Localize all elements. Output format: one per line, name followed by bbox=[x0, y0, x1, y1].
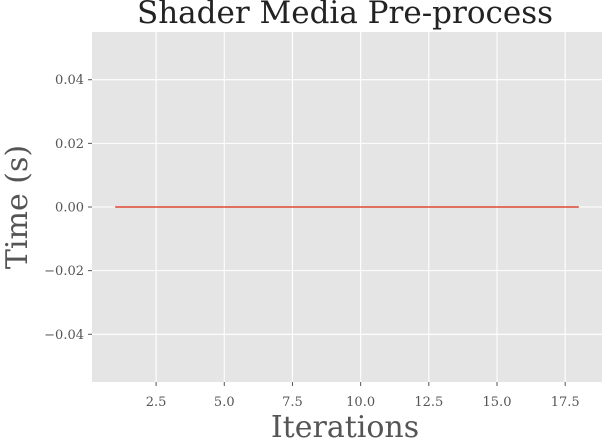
x-tick-label: 10.0 bbox=[346, 395, 375, 410]
y-tick-label: 0.00 bbox=[55, 201, 84, 216]
x-tick-label: 7.5 bbox=[282, 395, 303, 410]
y-tick-label: 0.02 bbox=[55, 137, 84, 152]
y-tick-label: −0.02 bbox=[44, 264, 84, 279]
x-tick-label: 15.0 bbox=[483, 395, 512, 410]
x-tick-label: 17.5 bbox=[551, 395, 580, 410]
y-tick-label: −0.04 bbox=[44, 328, 84, 343]
y-axis-label: Time (s) bbox=[0, 145, 35, 269]
y-tick-label: 0.04 bbox=[55, 73, 84, 88]
y-axis-ticks: −0.04 −0.02 0.00 0.02 0.04 bbox=[44, 73, 92, 343]
x-tick-label: 2.5 bbox=[146, 395, 167, 410]
x-tick-label: 5.0 bbox=[214, 395, 235, 410]
x-axis-label: Iterations bbox=[271, 410, 419, 444]
x-axis-ticks: 2.5 5.0 7.5 10.0 12.5 15.0 17.5 bbox=[146, 382, 580, 410]
x-tick-label: 12.5 bbox=[414, 395, 443, 410]
chart-title: Shader Media Pre-process bbox=[137, 0, 553, 31]
